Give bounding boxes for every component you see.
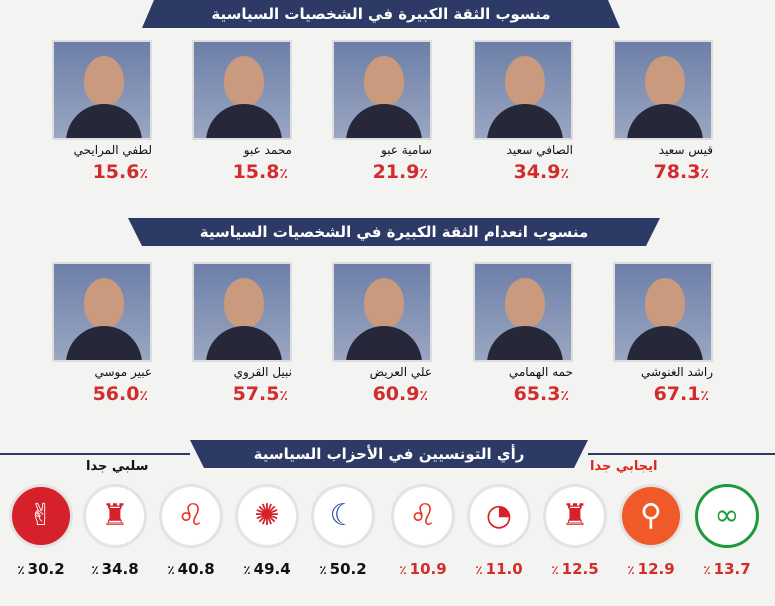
- trust-person-5: لطفي المرايحي 15.6٪: [52, 40, 152, 183]
- person-name: الصافي سعيد: [506, 143, 573, 157]
- distrust-person-2: حمه الهمامي 65.3٪: [473, 262, 573, 405]
- distrust-value-label: 67.1٪: [653, 383, 709, 405]
- positive-label: ايجابي جدا: [590, 459, 658, 474]
- three-rings-icon: ∞: [695, 484, 759, 548]
- trust-value-label: 15.8٪: [232, 161, 288, 183]
- torch-figure-icon: ♜: [543, 484, 607, 548]
- distrust-person-5: عبير موسي 56.0٪: [52, 262, 152, 405]
- party-logo-tayyar: ⚲ ٪ 12.9: [614, 484, 688, 578]
- party-logo-destouri: ♜ ٪ 12.5: [538, 484, 612, 578]
- party-value-label: ٪ 49.4: [243, 560, 291, 578]
- distrust-value-label: 56.0٪: [92, 383, 148, 405]
- party-value-label: ٪ 34.8: [91, 560, 139, 578]
- trust-value-label: 34.9٪: [513, 161, 569, 183]
- party-logo-chaab: ◔ ٪ 11.0: [462, 484, 536, 578]
- distrust-person-4: نبيل القروي 57.5٪: [192, 262, 292, 405]
- person-name: علي العريض: [369, 365, 432, 379]
- distrust-value-label: 60.9٪: [372, 383, 428, 405]
- party-logo-destouri-neg: ♜ ٪ 34.8: [78, 484, 152, 578]
- distrust-banner: منسوب انعدام الثقة الكبيرة في الشخصيات ا…: [128, 218, 660, 246]
- trust-person-3: سامية عبو 21.9٪: [332, 40, 432, 183]
- palm-tree-icon: ✺: [235, 484, 299, 548]
- bicycle-icon: ⚲: [619, 484, 683, 548]
- person-name: نبيل القروي: [233, 365, 292, 379]
- trust-person-1: قيس سعيد 78.3٪: [613, 40, 713, 183]
- party-value-label: ٪ 50.2: [319, 560, 367, 578]
- distrust-person-3: علي العريض 60.9٪: [332, 262, 432, 405]
- person-name: حمه الهمامي: [508, 365, 573, 379]
- trust-value-label: 78.3٪: [653, 161, 709, 183]
- distrust-value-label: 57.5٪: [232, 383, 288, 405]
- person-name: راشد الغنوشي: [641, 365, 713, 379]
- trust-person-4: محمد عبو 15.8٪: [192, 40, 292, 183]
- divider-line: [588, 453, 775, 455]
- divider-line: [0, 453, 190, 455]
- party-logo-qalb-neg: ♌ ٪ 40.8: [154, 484, 228, 578]
- portrait-photo: [473, 262, 573, 362]
- lion-icon: ♌: [391, 484, 455, 548]
- portrait-photo: [332, 262, 432, 362]
- trust-value-label: 21.9٪: [372, 161, 428, 183]
- person-name: سامية عبو: [381, 143, 432, 157]
- portrait-photo: [613, 40, 713, 140]
- torch-figure-icon: ♜: [83, 484, 147, 548]
- victory-hand-icon: ✌: [9, 484, 73, 548]
- portrait-photo: [52, 262, 152, 362]
- trust-value-label: 15.6٪: [92, 161, 148, 183]
- party-logo-nidaa: ✺ ٪ 49.4: [230, 484, 304, 578]
- parties-banner: رأي التونسيين في الأحزاب السياسية: [190, 440, 588, 468]
- lion-icon: ♌: [159, 484, 223, 548]
- portrait-photo: [332, 40, 432, 140]
- party-value-label: ٪ 30.2: [17, 560, 65, 578]
- distrust-person-1: راشد الغنوشي 67.1٪: [613, 262, 713, 405]
- party-value-label: ٪ 40.8: [167, 560, 215, 578]
- trust-banner: منسوب الثقة الكبيرة في الشخصيات السياسية: [142, 0, 620, 28]
- person-name: قيس سعيد: [658, 143, 713, 157]
- party-value-label: ٪ 11.0: [475, 560, 523, 578]
- portrait-photo: [192, 40, 292, 140]
- tunisia-map-icon: ☾: [311, 484, 375, 548]
- party-logo-karama: ∞ ٪ 13.7: [690, 484, 764, 578]
- negative-label: سلبي جدا: [86, 459, 149, 474]
- party-value-label: ٪ 12.9: [627, 560, 675, 578]
- person-name: محمد عبو: [243, 143, 292, 157]
- swirl-icon: ◔: [467, 484, 531, 548]
- party-value-label: ٪ 12.5: [551, 560, 599, 578]
- trust-person-2: الصافي سعيد 34.9٪: [473, 40, 573, 183]
- party-value-label: ٪ 10.9: [399, 560, 447, 578]
- distrust-value-label: 65.3٪: [513, 383, 569, 405]
- portrait-photo: [473, 40, 573, 140]
- party-logo-qalb: ♌ ٪ 10.9: [386, 484, 460, 578]
- person-name: لطفي المرايحي: [73, 143, 152, 157]
- portrait-photo: [613, 262, 713, 362]
- person-name: عبير موسي: [94, 365, 152, 379]
- portrait-photo: [52, 40, 152, 140]
- party-value-label: ٪ 13.7: [703, 560, 751, 578]
- party-logo-tahya: ✌ ٪ 30.2: [4, 484, 78, 578]
- party-logo-nahdha: ☾ ٪ 50.2: [306, 484, 380, 578]
- portrait-photo: [192, 262, 292, 362]
